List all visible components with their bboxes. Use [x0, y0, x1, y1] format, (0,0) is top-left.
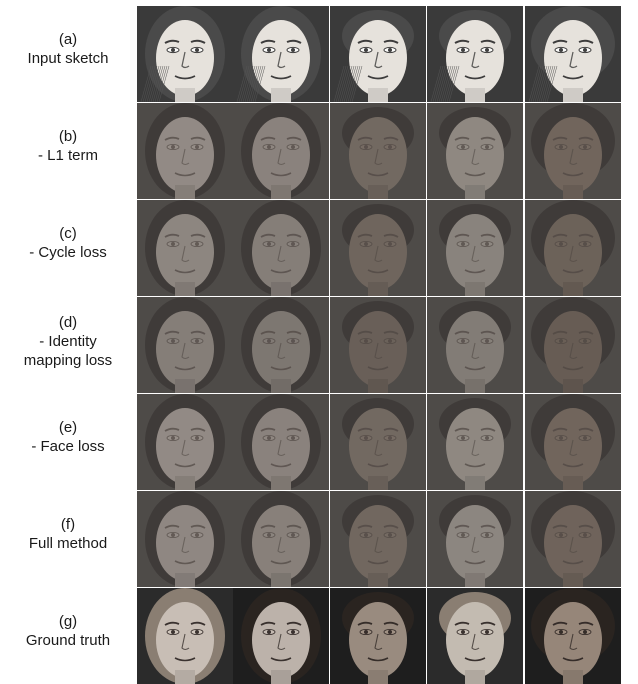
face-image [330, 200, 426, 296]
face-image [330, 491, 426, 587]
face-cell [233, 491, 329, 587]
face-cell [137, 6, 233, 102]
face-image [330, 6, 426, 102]
face-image [427, 6, 523, 102]
row-label-text: mapping loss [23, 352, 113, 369]
face-image [137, 588, 233, 684]
face-image [330, 297, 426, 393]
face-image [233, 200, 329, 296]
row-label-tag: (a) [58, 31, 78, 48]
face-cell [525, 297, 621, 393]
row-label-tag: (e) [58, 419, 78, 436]
face-cell [330, 588, 426, 684]
row-label-tag: (g) [58, 613, 78, 630]
face-cell [427, 491, 523, 587]
face-image [233, 491, 329, 587]
face-image [330, 103, 426, 199]
row-label-text: - Identity [39, 333, 97, 350]
face-cell [233, 394, 329, 490]
face-cell [427, 297, 523, 393]
face-image [233, 103, 329, 199]
face-image [427, 491, 523, 587]
face-image [427, 588, 523, 684]
face-image [525, 588, 621, 684]
face-image [525, 297, 621, 393]
face-cell [233, 297, 329, 393]
row-label-tag: (c) [59, 225, 77, 242]
face-cell [330, 103, 426, 199]
face-image [525, 394, 621, 490]
face-cell [137, 491, 233, 587]
face-cell [427, 394, 523, 490]
face-cell [233, 200, 329, 296]
face-cell [525, 6, 621, 102]
face-image [137, 6, 233, 102]
row-label-text: Input sketch [27, 50, 109, 67]
face-cell [427, 200, 523, 296]
row-label-text: Full method [28, 535, 108, 552]
face-cell [233, 588, 329, 684]
face-cell [525, 491, 621, 587]
face-cell [137, 588, 233, 684]
face-cell [525, 103, 621, 199]
row-label-tag: (b) [58, 128, 78, 145]
face-cell [525, 200, 621, 296]
face-image [427, 297, 523, 393]
face-cell [137, 200, 233, 296]
face-image [233, 297, 329, 393]
row-label-text: Ground truth [25, 632, 111, 649]
row-label-text: - Cycle loss [29, 244, 107, 261]
face-image [137, 103, 233, 199]
face-cell [427, 103, 523, 199]
face-cell [330, 200, 426, 296]
face-cell [330, 6, 426, 102]
face-cell [427, 6, 523, 102]
face-image [525, 103, 621, 199]
face-cell [137, 103, 233, 199]
face-image [137, 200, 233, 296]
row-label-text: - L1 term [37, 147, 98, 164]
face-image [137, 394, 233, 490]
face-cell [137, 297, 233, 393]
face-cell [330, 491, 426, 587]
face-image [233, 394, 329, 490]
face-image [233, 6, 329, 102]
face-cell [233, 6, 329, 102]
face-cell [137, 394, 233, 490]
row-label-text: - Face loss [31, 438, 105, 455]
face-image [525, 491, 621, 587]
face-image [427, 103, 523, 199]
row-label-tag: (d) [58, 314, 78, 331]
face-cell [233, 103, 329, 199]
face-cell [330, 297, 426, 393]
face-image [137, 297, 233, 393]
face-image [330, 588, 426, 684]
face-image [525, 6, 621, 102]
face-image [233, 588, 329, 684]
face-cell [330, 394, 426, 490]
face-image [427, 200, 523, 296]
row-label-tag: (f) [60, 516, 76, 533]
face-cell [427, 588, 523, 684]
face-cell [525, 394, 621, 490]
face-image [427, 394, 523, 490]
face-image [525, 200, 621, 296]
face-image [137, 491, 233, 587]
face-cell [525, 588, 621, 684]
face-image [330, 394, 426, 490]
